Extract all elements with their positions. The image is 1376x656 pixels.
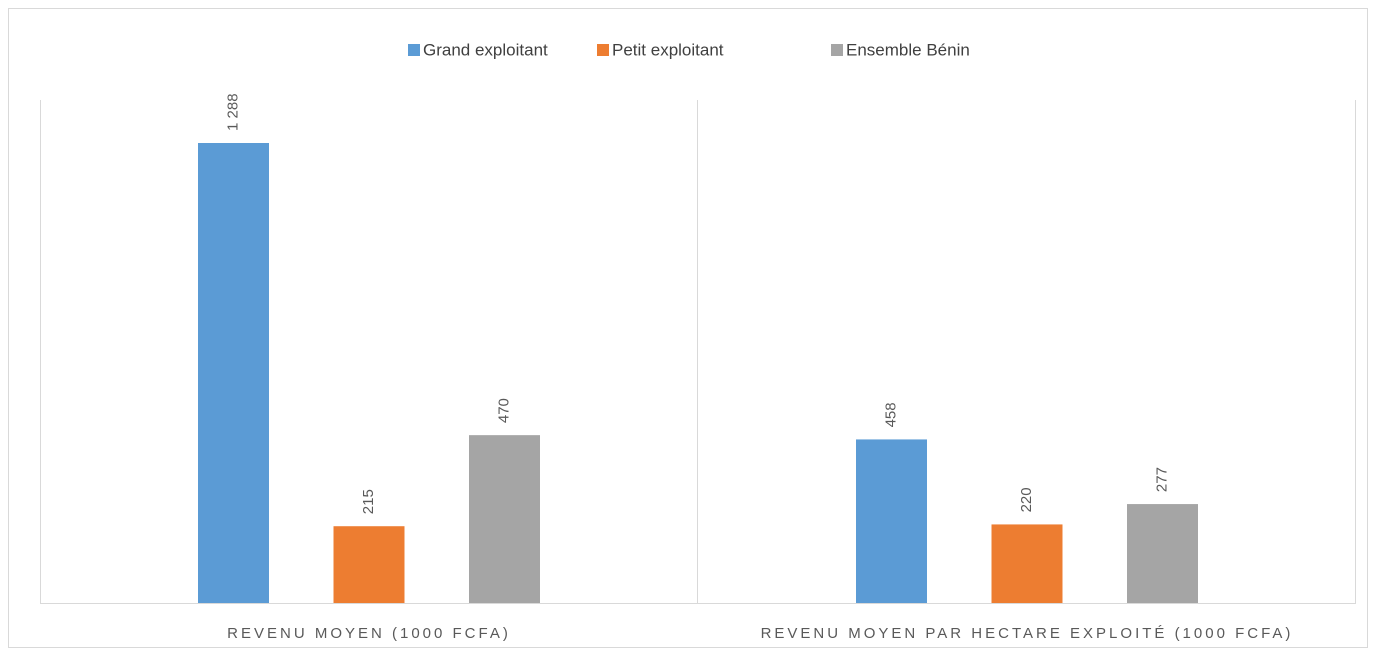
data-label: 220	[1018, 487, 1035, 512]
bar	[333, 526, 405, 603]
legend-label: Ensemble Bénin	[846, 40, 970, 59]
bar	[991, 524, 1063, 603]
legend-label: Grand exploitant	[423, 40, 548, 59]
x-tick-label: REVENU MOYEN PAR HECTARE EXPLOITÉ (1000 …	[761, 625, 1294, 642]
data-label: 215	[360, 489, 377, 514]
legend-swatch	[408, 44, 420, 56]
bar	[198, 143, 269, 603]
bar	[469, 435, 540, 603]
data-label: 458	[882, 402, 899, 427]
legend-swatch	[831, 44, 843, 56]
data-label: 1 288	[224, 93, 241, 131]
x-tick-label: REVENU MOYEN (1000 FCFA)	[227, 625, 511, 642]
data-label: 470	[495, 398, 512, 423]
data-label: 277	[1153, 467, 1170, 492]
bar	[1127, 504, 1198, 603]
legend-label: Petit exploitant	[612, 40, 724, 59]
bar	[856, 439, 927, 603]
legend-swatch	[597, 44, 609, 56]
